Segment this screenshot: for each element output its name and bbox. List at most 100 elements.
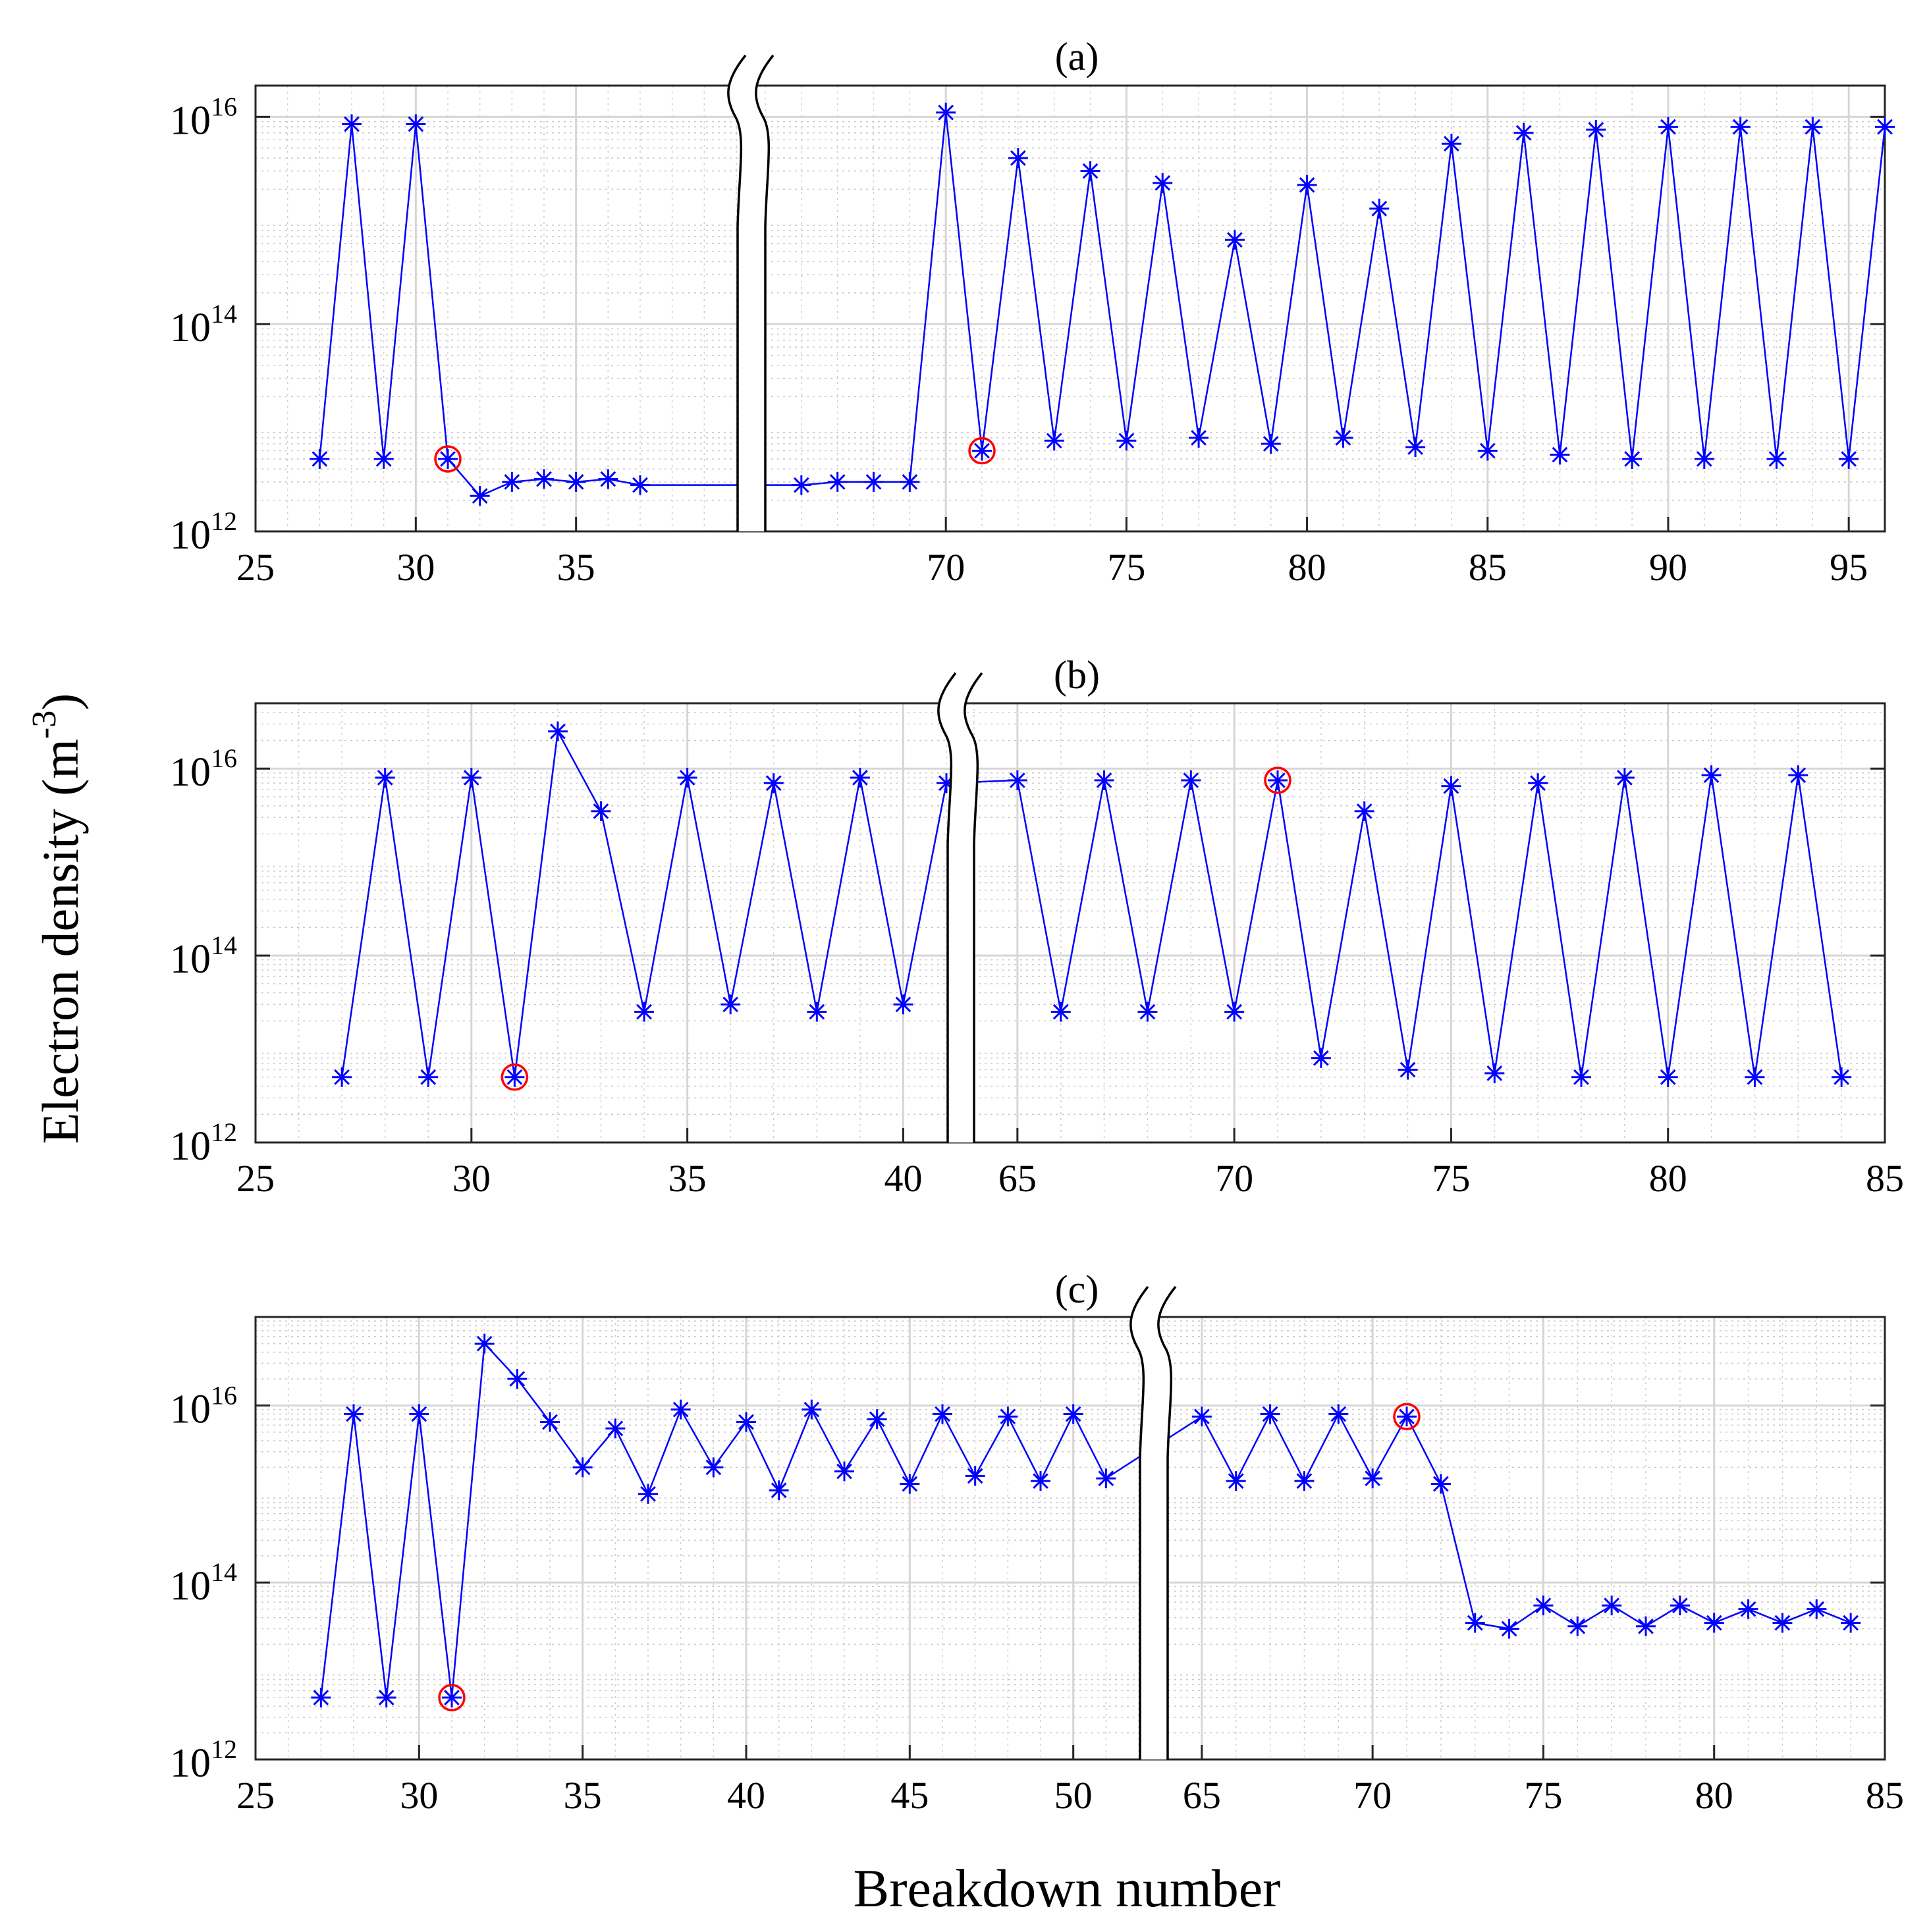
marker-stroke (1082, 163, 1099, 179)
marker-stroke (1399, 1409, 1415, 1425)
x-tick-label: 65 (1183, 1774, 1221, 1817)
marker-stroke (1155, 174, 1171, 191)
data-point (1137, 1002, 1158, 1022)
data-point (1311, 1048, 1331, 1068)
marker-stroke (1604, 1597, 1620, 1613)
x-tick-label: 30 (396, 546, 435, 589)
grid (254, 1317, 1886, 1761)
data-point (373, 448, 394, 469)
marker-stroke (1330, 1406, 1347, 1422)
x-tick-label: 45 (890, 1774, 929, 1817)
highlight-circle (1264, 766, 1291, 794)
highlight-circle (434, 445, 462, 473)
marker-stroke (504, 474, 520, 490)
data-point (474, 1333, 495, 1354)
marker-stroke (679, 770, 695, 786)
marker-stroke (1335, 429, 1351, 446)
marker-stroke (1467, 1615, 1483, 1631)
data-point (1602, 1596, 1622, 1616)
marker-stroke (1706, 1615, 1722, 1631)
marker-stroke (1443, 778, 1459, 794)
grid (254, 703, 1886, 1144)
series-line (319, 112, 1886, 497)
data-point (1550, 444, 1570, 465)
data-point (863, 471, 884, 492)
data-point (310, 448, 330, 469)
marker-stroke (334, 1069, 350, 1085)
y-tick-label: 1016 (170, 1380, 237, 1432)
data-point (1701, 765, 1722, 786)
marker-stroke (1009, 772, 1025, 788)
grid (254, 86, 1886, 533)
data-point (1841, 1613, 1861, 1633)
x-tick-label: 80 (1288, 546, 1326, 589)
x-tick-label: 70 (1353, 1774, 1392, 1817)
marker-stroke (1552, 446, 1568, 463)
data-point (438, 1684, 466, 1711)
data-point (1264, 766, 1291, 794)
data-point (1031, 1471, 1050, 1491)
data-point (1224, 230, 1245, 250)
marker-stroke (793, 477, 809, 493)
y-tick-label: 1016 (170, 92, 237, 143)
data-point (1839, 448, 1859, 469)
marker-stroke (902, 1476, 918, 1492)
data-point (1513, 122, 1534, 143)
marker-stroke (1052, 1004, 1069, 1020)
marker-stroke (1407, 439, 1423, 455)
marker-stroke (600, 471, 616, 487)
data-point (409, 1404, 429, 1424)
x-tick-label: 80 (1649, 1157, 1687, 1200)
marker-stroke (1486, 1065, 1503, 1081)
marker-stroke (902, 474, 918, 490)
x-tick-label: 25 (236, 1157, 275, 1200)
marker-stroke (313, 1690, 329, 1705)
data-point (1063, 1404, 1083, 1424)
data-point (1738, 1599, 1758, 1619)
axes-box (254, 84, 1886, 533)
data-point (1567, 1616, 1588, 1636)
data-point (434, 445, 462, 473)
data-point (670, 1399, 691, 1420)
data-point (1354, 801, 1374, 821)
marker-stroke (938, 105, 954, 121)
marker-stroke (1573, 1069, 1589, 1085)
marker-stroke (463, 770, 479, 786)
data-point (1477, 441, 1498, 461)
panel-a: 1012 1014 1016 25 30 35 70 75 80 85 90 95 (a) (170, 35, 1895, 589)
data-point (332, 1067, 352, 1087)
marker-stroke (1010, 150, 1026, 166)
axis-break-line (964, 672, 983, 1142)
marker-stroke (444, 1690, 460, 1705)
data-point (1261, 433, 1281, 454)
data-point (736, 1412, 756, 1432)
x-tick-label: 85 (1866, 1157, 1904, 1200)
marker-stroke (506, 1069, 523, 1085)
marker-stroke (803, 1401, 820, 1418)
marker-stroke (1098, 1470, 1114, 1486)
x-tick-label: 30 (400, 1774, 438, 1817)
data-point (807, 1002, 827, 1022)
data-point (1528, 773, 1548, 793)
marker-stroke (836, 1463, 852, 1480)
marker-stroke (967, 1468, 983, 1484)
y-tick-label: 1014 (170, 299, 237, 350)
data-point (677, 767, 697, 788)
panel-title: (a) (1055, 35, 1099, 78)
marker-stroke (1399, 1061, 1416, 1078)
data-point (1050, 1002, 1071, 1022)
data-point (1189, 427, 1209, 448)
data-point (1398, 1060, 1418, 1080)
data-point (1803, 117, 1823, 137)
data-point (540, 1412, 560, 1432)
data-point (791, 475, 811, 495)
marker-stroke (344, 116, 360, 132)
marker-stroke (974, 443, 990, 459)
marker-stroke (574, 1459, 591, 1476)
data-point (1875, 117, 1895, 137)
data-point (1622, 448, 1643, 469)
marker-stroke (568, 474, 584, 490)
data-point (406, 114, 426, 134)
data-point (1333, 427, 1353, 448)
data-point (566, 471, 586, 492)
